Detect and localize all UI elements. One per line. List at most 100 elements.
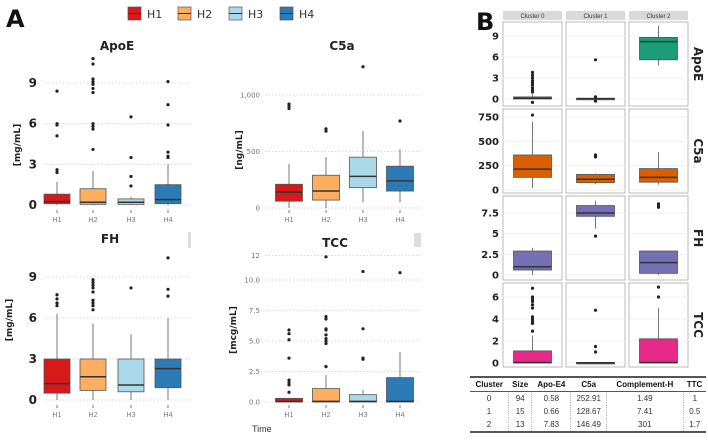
box <box>513 154 552 178</box>
x-tick-label: H1 <box>53 217 62 224</box>
y-tick-label: 2.5 <box>481 250 499 261</box>
outlier-point <box>166 150 170 154</box>
outlier-point <box>530 329 535 333</box>
facet-strip <box>629 11 688 20</box>
outlier-point <box>530 303 535 307</box>
outlier-point <box>324 327 328 331</box>
table-cell: 2 <box>470 418 509 433</box>
table-header-row: Cluster Size Apo-E4 C5a Complement-H TTC <box>470 376 706 392</box>
outlier-point <box>324 317 328 321</box>
y-tick-label: 750 <box>478 113 499 124</box>
x-tick-label: H3 <box>127 217 136 224</box>
table-cell: 301 <box>606 418 684 433</box>
facet-row-label: FH <box>691 229 705 247</box>
outlier-point <box>287 104 291 108</box>
outlier-point <box>324 333 328 337</box>
outlier-point <box>361 65 365 69</box>
box <box>513 350 552 364</box>
outlier-point <box>91 147 95 152</box>
outlier-point <box>324 127 328 131</box>
y-tick-label: 3 <box>29 352 37 366</box>
y-tick-label: 2.5 <box>249 368 260 376</box>
outlier-point <box>91 122 95 126</box>
outlier-point <box>287 383 291 387</box>
outlier-point <box>55 301 59 305</box>
outlier-point <box>91 298 95 302</box>
scrollbar-fragment <box>414 233 421 247</box>
outlier-point <box>287 356 291 360</box>
outlier-point <box>129 174 133 179</box>
chart-title-c5a: C5a <box>329 39 354 53</box>
x-tick-label: H4 <box>164 412 173 419</box>
chart-title-apoe: ApoE <box>100 39 134 53</box>
outlier-point <box>593 58 598 62</box>
outlier-point <box>530 321 535 325</box>
outlier-point <box>530 295 535 299</box>
box <box>43 193 71 205</box>
x-tick-label: H1 <box>285 412 294 419</box>
outlier-point <box>593 234 598 238</box>
y-tick-label: 250 <box>478 161 499 172</box>
box <box>154 358 182 389</box>
box <box>79 358 107 391</box>
y-tick-label: 6 <box>492 293 499 304</box>
y-tick-label: 4 <box>492 315 499 326</box>
x-tick-label: H4 <box>164 217 173 224</box>
y-tick-label: 0 <box>492 186 499 197</box>
box <box>312 388 340 403</box>
y-tick-label: 0.0 <box>249 399 260 407</box>
table-cell: 146.49 <box>570 418 607 433</box>
outlier-point <box>530 79 535 83</box>
outlier-point <box>530 315 535 319</box>
box <box>43 358 71 394</box>
box <box>312 174 340 201</box>
outlier-point <box>166 123 170 127</box>
outlier-point <box>593 95 598 99</box>
outlier-point <box>324 341 328 346</box>
table-cell: 94 <box>507 391 532 405</box>
outlier-point <box>287 106 291 111</box>
outlier-point <box>593 350 598 354</box>
outlier-point <box>166 154 170 158</box>
outlier-point <box>656 295 661 299</box>
outlier-point <box>91 90 95 95</box>
outlier-point <box>91 301 95 305</box>
boxplot-tcc: 0.0 2.5 5.0 7.5 10.0 12 H1 H2 H3 H4 <box>244 252 420 419</box>
y-tick-label: 500 <box>247 148 260 156</box>
chart-title-fh: FH <box>101 232 119 246</box>
outlier-point <box>287 102 291 106</box>
outlier-point <box>324 129 328 133</box>
y-tick-label: 0 <box>492 95 499 106</box>
y-axis-label-apoe: [mg/mL] <box>13 124 23 166</box>
y-tick-label: 7.5 <box>249 307 260 315</box>
table-cell: 1 <box>682 391 706 405</box>
x-tick-label: H3 <box>127 412 136 419</box>
y-tick-label: 7.5 <box>481 209 499 220</box>
outlier-point <box>287 332 291 336</box>
outlier-point <box>55 134 59 138</box>
outlier-point <box>530 113 535 117</box>
outlier-point <box>55 304 59 308</box>
y-tick-label: 5.0 <box>249 338 260 346</box>
facet-strip-label: Cluster 2 <box>646 14 671 20</box>
table-cell: 0.66 <box>531 405 571 418</box>
outlier-point <box>55 122 59 126</box>
outlier-point <box>530 70 535 74</box>
y-axis-label-c5a: [ng/mL] <box>235 130 245 169</box>
outlier-point <box>166 294 170 298</box>
y-tick-label: 3 <box>492 74 499 85</box>
box <box>349 156 377 189</box>
outlier-point <box>530 76 535 80</box>
boxplot-fh: 0 3 6 9 H1 H2 H3 H4 <box>29 256 190 419</box>
table-cell: 1.49 <box>606 391 684 405</box>
y-tick-label: 0 <box>492 359 499 370</box>
y-tick-label: 6 <box>492 53 499 64</box>
table-cell: 128.67 <box>570 405 607 418</box>
outlier-point <box>91 86 95 91</box>
legend: H1 H2 H3 H4 <box>127 6 314 21</box>
outlier-point <box>530 73 535 77</box>
legend-label: H3 <box>248 8 263 21</box>
table-cell: 1 <box>486 407 492 416</box>
column-header: TTC <box>683 376 706 392</box>
